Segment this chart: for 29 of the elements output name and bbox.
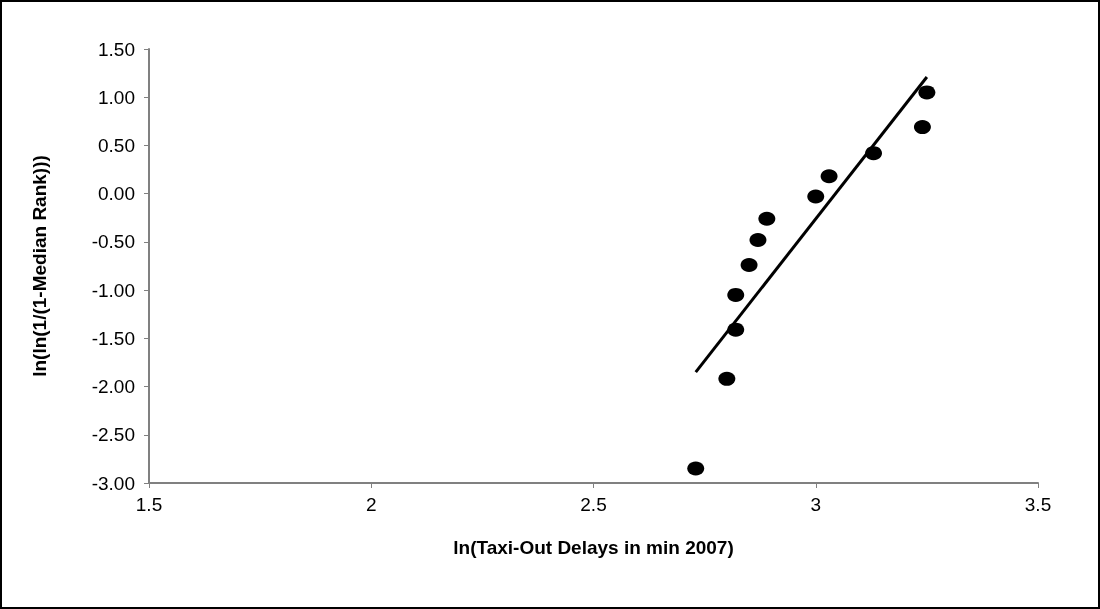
y-axis-title: ln(ln(1/(1-Median Rank))): [29, 155, 50, 377]
x-axis-title: ln(Taxi-Out Delays in min 2007): [453, 537, 734, 558]
point: [687, 461, 705, 476]
point: [758, 211, 776, 226]
point: [807, 189, 825, 204]
y-tick-label: -1.00: [91, 279, 135, 301]
x-tick-label: 3: [810, 494, 822, 515]
y-tick-label: -1.50: [91, 327, 135, 349]
y-tick-label: -0.50: [91, 231, 135, 253]
x-tick-label: 2: [365, 494, 377, 515]
y-tick-label: 1.50: [98, 38, 135, 60]
point: [865, 146, 883, 161]
y-tick-label: 0.50: [98, 134, 135, 156]
x-tick-label: 2.5: [580, 494, 607, 515]
point: [727, 322, 745, 337]
point: [740, 258, 758, 273]
y-tick-label: 0.00: [98, 183, 135, 205]
point: [918, 85, 936, 100]
x-tick-label: 1.5: [135, 494, 163, 515]
y-tick-label: -2.50: [91, 424, 135, 446]
y-tick-label: -3.00: [91, 472, 135, 494]
y-tick-label: -2.00: [91, 376, 135, 398]
y-tick-label: 1.00: [98, 86, 135, 108]
point: [913, 120, 931, 135]
point: [727, 287, 745, 302]
x-tick-label: 3.5: [1024, 494, 1052, 515]
point: [820, 169, 838, 184]
point: [718, 371, 736, 386]
point: [749, 232, 767, 247]
